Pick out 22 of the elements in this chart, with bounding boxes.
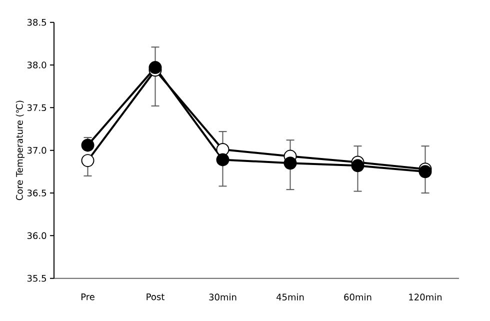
y-tick-label: 36.5: [27, 190, 46, 196]
x-tick-label: 30min: [209, 294, 236, 300]
point: [351, 159, 364, 172]
point: [216, 153, 230, 166]
y-tick-label: 37.5: [27, 104, 46, 112]
point: [81, 138, 94, 152]
x-tick-label: Pre: [81, 294, 94, 300]
y-tick-label: 37.0: [27, 146, 46, 154]
y-tick-label: 36.0: [27, 232, 46, 240]
y-tick-label: 35.5: [27, 274, 46, 282]
point: [148, 61, 162, 74]
x-tick-label: Post: [146, 294, 164, 300]
y-tick-label: 38.0: [27, 62, 46, 68]
point: [81, 154, 94, 168]
x-tick-label: 45min: [276, 294, 304, 300]
x-tick-label: 120min: [409, 294, 442, 300]
point: [418, 165, 432, 178]
y-axis-title: Core Temperature (℃): [16, 100, 25, 200]
x-tick-label: 60min: [344, 294, 372, 300]
point: [216, 142, 230, 156]
point: [284, 156, 297, 170]
y-tick-label: 38.5: [27, 18, 46, 26]
